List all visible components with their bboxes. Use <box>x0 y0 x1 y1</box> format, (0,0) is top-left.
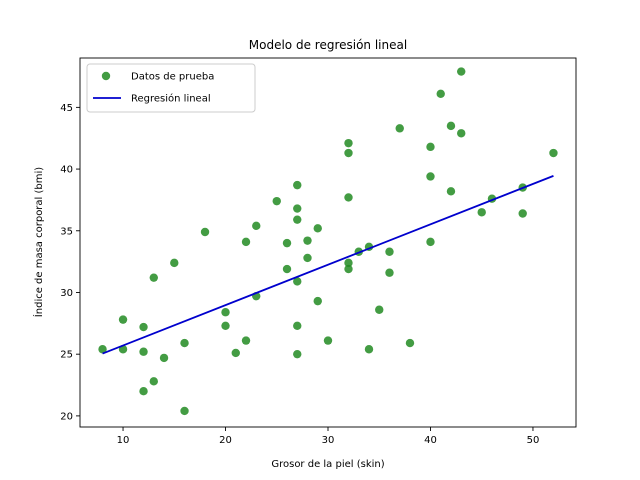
y-tick-label: 25 <box>60 350 73 361</box>
scatter-point <box>293 349 302 359</box>
scatter-point <box>375 305 384 314</box>
y-tick-label: 30 <box>60 288 73 299</box>
scatter-point <box>221 321 230 331</box>
scatter-point <box>241 237 251 247</box>
scatter-point <box>344 148 353 158</box>
scatter-point <box>457 67 466 76</box>
scatter-point <box>293 277 302 286</box>
regression-line <box>102 175 554 355</box>
y-tick-label: 40 <box>60 165 73 176</box>
scatter-point <box>446 121 456 131</box>
scatter-point <box>293 180 302 190</box>
scatter-point <box>446 187 456 196</box>
x-tick-label: 30 <box>322 435 335 446</box>
scatter-point <box>518 209 527 218</box>
scatter-point <box>426 172 435 181</box>
scatter-point <box>313 224 322 233</box>
scatter-point <box>293 215 302 224</box>
scatter-point <box>395 124 404 133</box>
x-tick-label: 50 <box>527 435 540 446</box>
legend: Datos de prueba Regresión lineal <box>86 63 256 113</box>
scatter-point <box>385 268 394 277</box>
scatter-point <box>426 142 435 152</box>
scatter-point <box>159 353 169 363</box>
scatter-point <box>170 258 179 268</box>
scatter-point <box>344 193 353 202</box>
legend-label-scatter: Datos de prueba <box>131 72 214 83</box>
scatter-point <box>293 204 302 213</box>
y-axis-label: Índice de masa corporal (bmi) <box>32 167 45 317</box>
scatter-point <box>252 221 261 231</box>
scatter-point <box>344 258 353 268</box>
scatter-point <box>313 296 322 306</box>
scatter-point <box>477 208 486 217</box>
scatter-point <box>436 89 445 98</box>
legend-marker-scatter <box>101 71 111 81</box>
y-tick-label: 45 <box>60 103 73 114</box>
x-tick-label: 20 <box>219 435 232 446</box>
scatter-point <box>180 338 189 348</box>
scatter-point <box>323 336 333 345</box>
x-axis-label: Grosor de la piel (skin) <box>271 459 384 470</box>
scatter-point <box>303 253 312 263</box>
scatter-point <box>549 148 558 158</box>
scatter-point <box>344 264 353 274</box>
scatter-point <box>149 377 158 386</box>
scatter-point <box>303 236 312 245</box>
scatter-point <box>98 345 107 354</box>
scatter-point <box>139 322 148 332</box>
scatter-point <box>118 315 128 324</box>
scatter-point <box>385 247 394 256</box>
scatter-point <box>364 345 374 354</box>
scatter-point <box>180 406 189 416</box>
x-tick-label: 40 <box>424 435 437 446</box>
chart-title: Modelo de regresión lineal <box>249 38 407 52</box>
plot-area <box>98 67 558 416</box>
scatter-point <box>231 348 240 358</box>
scatter-point <box>405 338 415 348</box>
scatter-point <box>241 336 251 345</box>
scatter-point <box>457 129 466 138</box>
legend-box <box>86 63 256 113</box>
scatter-point <box>282 238 292 248</box>
y-tick-label: 20 <box>60 411 73 422</box>
scatter-point <box>221 308 230 317</box>
y-tick-label: 35 <box>60 226 73 237</box>
legend-label-line: Regresión lineal <box>131 93 211 105</box>
scatter-point <box>139 387 148 396</box>
scatter-point <box>149 273 158 282</box>
scatter-point <box>282 264 292 274</box>
scatter-point <box>293 321 302 331</box>
x-tick-label: 10 <box>117 435 130 446</box>
scatter-point <box>426 237 435 247</box>
scatter-point <box>200 227 210 237</box>
scatter-point <box>344 138 353 148</box>
scatter-point <box>272 196 281 206</box>
axes: 10 20 30 40 50 20 25 30 35 40 45 <box>60 57 577 446</box>
scatter-point <box>139 347 148 356</box>
